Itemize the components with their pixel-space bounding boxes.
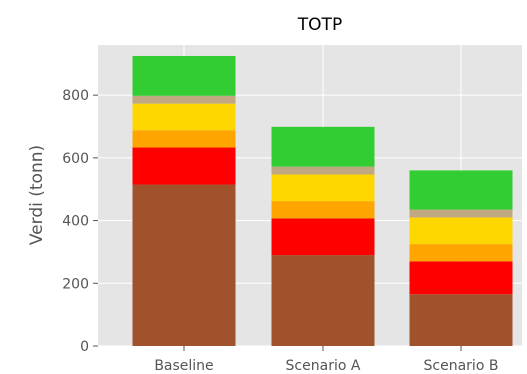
bar-segment-1-2: [271, 201, 375, 219]
bar-segment-0-1: [132, 147, 236, 185]
bar-segment-1-1: [271, 218, 375, 256]
y-tick-label-0: 0: [80, 339, 89, 355]
bar-segment-2-4: [409, 209, 513, 218]
bar-segment-1-4: [271, 166, 375, 175]
bar-segment-0-2: [132, 130, 236, 148]
bar-segment-1-3: [271, 174, 375, 202]
bar-segment-0-5: [132, 55, 236, 96]
bar-segment-1-0: [271, 255, 375, 346]
bar-segment-2-1: [409, 261, 513, 295]
bar-segment-0-0: [132, 184, 236, 346]
bar-segment-2-0: [409, 294, 513, 346]
x-tick-label-0: Baseline: [154, 358, 213, 374]
bar-segment-1-5: [271, 126, 375, 167]
bar-segment-2-2: [409, 244, 513, 262]
x-tick-label-1: Scenario A: [286, 358, 361, 374]
y-tick-label-2: 400: [62, 214, 89, 230]
bar-segment-2-5: [409, 170, 513, 210]
bars: [132, 55, 513, 346]
y-axis-label: Verdi (tonn): [27, 145, 47, 245]
y-tick-label-4: 800: [62, 88, 89, 104]
x-axis: Baseline Scenario A Scenario B: [154, 346, 498, 374]
bar-segment-2-3: [409, 217, 513, 245]
bar-segment-0-3: [132, 103, 236, 131]
bar-segment-0-4: [132, 95, 236, 104]
y-tick-label-1: 200: [62, 276, 89, 292]
y-axis: 0 200 400 600 800: [62, 88, 98, 355]
chart-title: TOTP: [297, 15, 342, 35]
x-tick-label-2: Scenario B: [424, 358, 499, 374]
y-tick-label-3: 600: [62, 151, 89, 167]
